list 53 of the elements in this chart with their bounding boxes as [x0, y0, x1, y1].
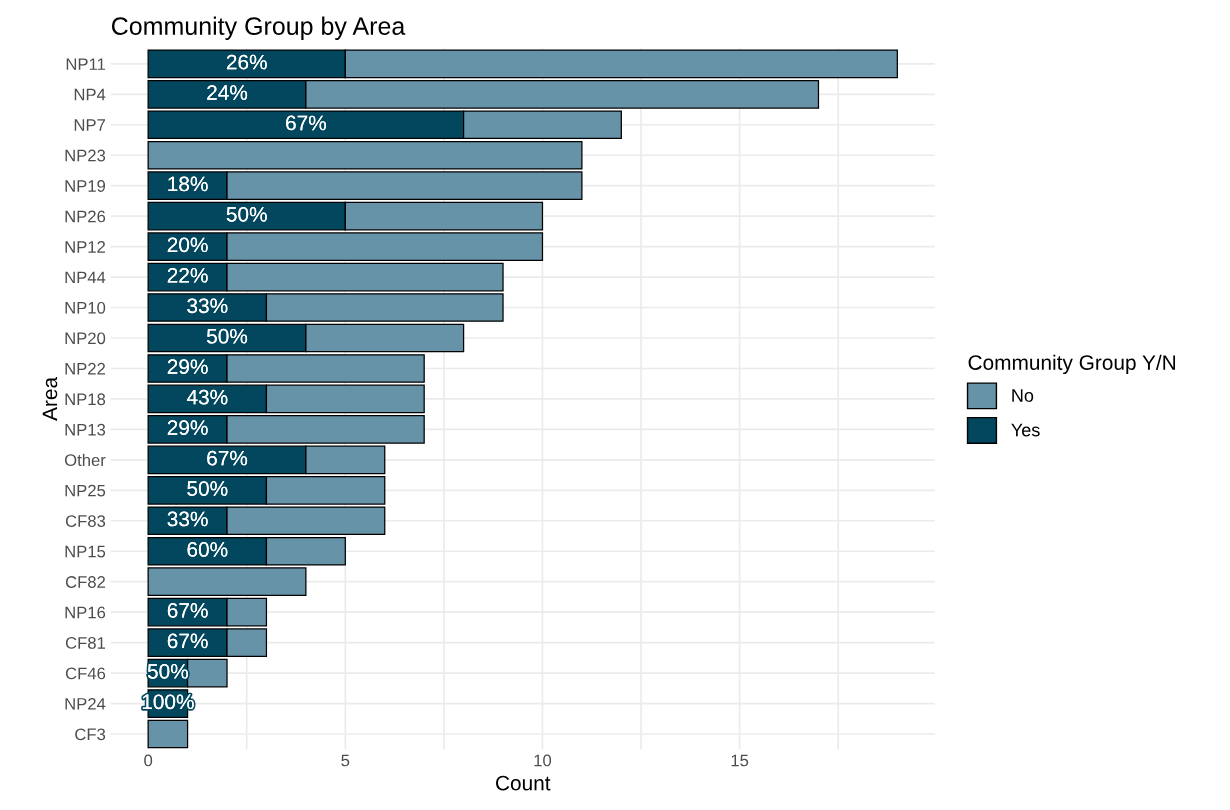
- y-tick-label: NP20: [65, 332, 106, 345]
- y-tick-label: CF46: [65, 667, 106, 680]
- x-tick-label: 0: [144, 754, 153, 767]
- annotation: 50%: [147, 663, 188, 679]
- annotation: 26%: [226, 54, 267, 70]
- annotation: 67%: [207, 450, 248, 466]
- x-tick-label: 10: [534, 754, 552, 767]
- y-tick-label: NP4: [74, 88, 106, 101]
- chart-title: Community Group by Area: [111, 16, 406, 40]
- y-tick-label: CF3: [75, 728, 106, 741]
- y-tick-label: NP15: [65, 545, 106, 558]
- annotation: 33%: [187, 298, 228, 314]
- annotation: 22%: [167, 267, 208, 283]
- y-tick-label: NP24: [65, 697, 106, 710]
- annotation: 18%: [168, 176, 208, 192]
- annotation: 67%: [167, 603, 208, 618]
- y-tick-label: NP22: [65, 362, 105, 375]
- annotation: 29%: [167, 359, 208, 375]
- annotation: 29%: [167, 420, 208, 435]
- y-tick-label: CF83: [65, 515, 106, 527]
- annotation: 20%: [167, 237, 208, 253]
- annotation: 50%: [207, 328, 248, 344]
- x-tick-label: 5: [341, 754, 350, 767]
- annotation: 67%: [286, 115, 326, 131]
- y-tick-label: NP26: [65, 210, 106, 223]
- annotation: 43%: [186, 389, 228, 405]
- y-tick-label: NP12: [65, 241, 105, 253]
- legend-label: Yes: [1011, 423, 1040, 437]
- y-tick-label: NP7: [74, 119, 105, 131]
- x-axis-title: Count: [496, 775, 551, 791]
- legend-label: No: [1012, 389, 1034, 402]
- y-tick-label: NP25: [65, 484, 106, 497]
- x-tick-label: 15: [731, 754, 749, 767]
- y-tick-label: NP10: [65, 301, 106, 314]
- y-tick-label: NP18: [65, 393, 106, 406]
- y-axis-title: Area: [42, 376, 58, 421]
- annotation: 33%: [167, 511, 208, 527]
- bar: [147, 719, 189, 749]
- y-tick-label: NP16: [65, 606, 106, 619]
- y-tick-label: NP44: [65, 271, 106, 284]
- annotation: 50%: [187, 481, 228, 496]
- y-tick-label: CF82: [65, 576, 105, 588]
- annotation: 50%: [226, 206, 267, 222]
- y-tick-label: NP13: [65, 423, 106, 436]
- annotation: 24%: [207, 85, 248, 100]
- y-tick-label: CF81: [65, 637, 106, 649]
- annotation: 67%: [167, 633, 208, 649]
- y-tick-label: NP19: [65, 180, 106, 192]
- y-tick-label: NP11: [66, 58, 106, 70]
- y-tick-label: Other: [64, 453, 106, 467]
- y-tick-label: NP23: [65, 149, 106, 162]
- legend-title: Community Group Y/N: [968, 354, 1176, 375]
- annotation: 60%: [187, 542, 228, 557]
